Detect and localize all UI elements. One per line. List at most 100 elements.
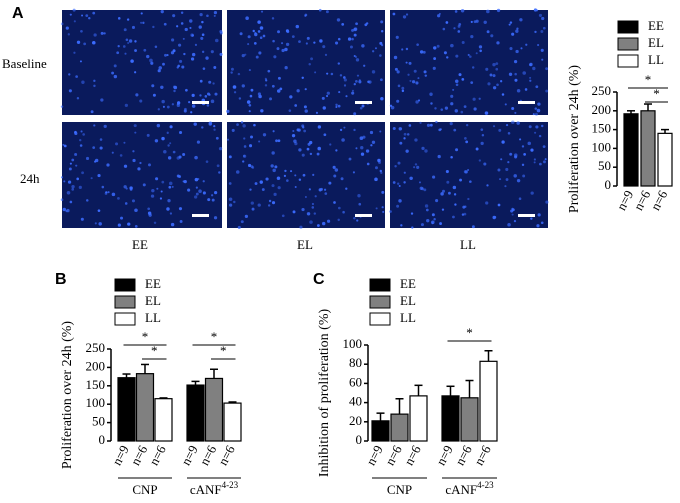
cell xyxy=(285,42,290,47)
cell xyxy=(284,66,288,70)
cell xyxy=(94,158,99,163)
cell xyxy=(381,206,384,209)
cell xyxy=(172,14,176,18)
cell xyxy=(120,216,124,220)
cell xyxy=(459,178,463,182)
cell xyxy=(213,66,217,69)
cell xyxy=(124,202,128,205)
cell xyxy=(198,25,202,29)
cell xyxy=(184,27,188,32)
cell xyxy=(194,195,198,199)
cell xyxy=(93,33,97,37)
cell xyxy=(201,33,205,36)
cell xyxy=(528,125,532,129)
y-tick-label: 100 xyxy=(86,395,106,410)
cell xyxy=(65,26,69,30)
cell xyxy=(423,188,427,192)
cell xyxy=(245,16,249,20)
cell xyxy=(208,80,212,84)
cell xyxy=(422,50,426,54)
cell xyxy=(540,221,544,225)
cell xyxy=(487,82,491,86)
cell xyxy=(289,95,293,99)
legend-swatch xyxy=(369,312,391,326)
cell xyxy=(212,82,215,85)
cell xyxy=(345,187,348,190)
cell xyxy=(228,155,232,159)
cell xyxy=(190,111,193,114)
cell xyxy=(93,79,96,83)
cell xyxy=(424,204,429,208)
n-label: n=6 xyxy=(127,442,150,467)
cell xyxy=(397,84,401,88)
cell xyxy=(363,64,366,67)
cell xyxy=(292,210,296,214)
cell xyxy=(127,222,131,226)
cell xyxy=(117,196,120,200)
cell xyxy=(207,198,211,202)
cell xyxy=(267,69,271,73)
cell xyxy=(193,122,197,126)
cell xyxy=(239,32,243,36)
cell xyxy=(260,109,264,113)
cell xyxy=(544,158,547,161)
cell xyxy=(290,170,293,173)
cell xyxy=(273,192,277,196)
cell xyxy=(113,74,118,79)
cell xyxy=(176,103,181,108)
cell xyxy=(537,213,541,217)
cell xyxy=(231,128,235,132)
y-tick-label: 0 xyxy=(356,432,363,447)
cell xyxy=(271,151,275,155)
cell xyxy=(464,205,467,208)
cell xyxy=(167,156,172,160)
cell xyxy=(309,152,313,156)
cell xyxy=(191,52,196,57)
legend-swatch xyxy=(369,295,391,309)
cell xyxy=(527,141,531,146)
cell xyxy=(125,38,129,42)
y-tick-label: 40 xyxy=(349,394,362,409)
cell xyxy=(75,164,78,167)
cell xyxy=(353,128,356,132)
cell xyxy=(498,128,502,132)
cell xyxy=(437,154,441,159)
cell xyxy=(454,10,458,13)
cell xyxy=(140,21,143,24)
cell xyxy=(111,71,115,75)
cell xyxy=(277,76,281,80)
cell xyxy=(202,191,206,195)
cell xyxy=(201,126,204,129)
cell xyxy=(176,174,180,178)
cell xyxy=(107,191,110,194)
y-tick-label: 80 xyxy=(349,355,362,370)
cell xyxy=(301,153,305,157)
cell xyxy=(311,206,315,209)
cell xyxy=(258,140,261,143)
cell xyxy=(101,185,105,189)
cell xyxy=(322,45,326,49)
cell xyxy=(507,132,511,135)
cell xyxy=(99,146,103,150)
cell xyxy=(400,224,403,227)
cell xyxy=(505,167,509,171)
cell xyxy=(536,224,540,228)
cell xyxy=(158,66,162,70)
cell xyxy=(214,191,218,195)
cell xyxy=(179,130,183,135)
cell xyxy=(419,186,424,191)
cell xyxy=(134,71,137,74)
cell xyxy=(169,142,172,145)
legend-swatch xyxy=(114,295,136,309)
cell xyxy=(142,21,145,24)
cell xyxy=(143,48,147,52)
cell xyxy=(401,48,404,51)
cell xyxy=(340,177,344,181)
cell xyxy=(132,158,136,163)
group-label-text: CNP xyxy=(387,482,412,497)
cell xyxy=(178,155,182,159)
cell xyxy=(513,220,517,223)
cell xyxy=(301,76,304,80)
y-tick-label: 250 xyxy=(86,340,106,355)
cell xyxy=(522,71,527,75)
